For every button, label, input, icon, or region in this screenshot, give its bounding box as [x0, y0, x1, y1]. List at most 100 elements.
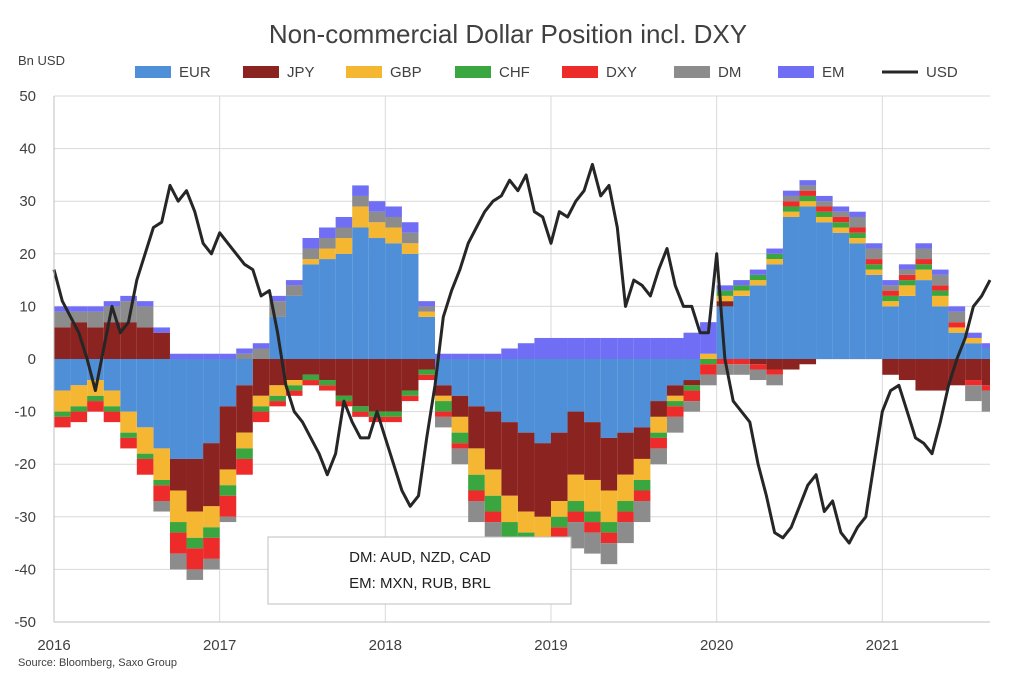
bar-jpy	[252, 359, 270, 396]
bar-gbp	[186, 511, 204, 538]
bar-gbp	[550, 501, 568, 517]
bar-jpy	[617, 432, 634, 475]
bar-dm	[70, 311, 88, 323]
legend-item-gbp: GBP	[346, 64, 422, 81]
bar-em	[799, 180, 817, 186]
bar-chf	[219, 485, 237, 496]
bar-dxy	[882, 290, 899, 296]
bar-jpy	[352, 359, 369, 407]
bar-jpy	[368, 359, 386, 412]
bar-em	[733, 280, 750, 286]
bar-em	[418, 301, 436, 307]
bar-dm	[385, 216, 402, 228]
bar-dxy	[749, 364, 767, 370]
bar-dm	[136, 306, 154, 328]
bar-chf	[54, 411, 71, 417]
bar-gbp	[965, 337, 982, 344]
bar-eur	[368, 238, 386, 359]
legend-label: EUR	[179, 64, 211, 81]
bar-eur	[799, 206, 817, 359]
bar-chf	[87, 395, 104, 402]
bar-dxy	[302, 380, 320, 386]
legend-label: DXY	[606, 64, 637, 81]
bar-jpy	[650, 401, 667, 417]
bar-gbp	[749, 280, 767, 286]
bar-gbp	[915, 269, 933, 281]
bar-gbp	[136, 427, 154, 454]
bar-chf	[666, 401, 684, 407]
bar-em	[484, 353, 502, 359]
legend-item-chf: CHF	[455, 64, 530, 81]
bar-chf	[186, 537, 204, 549]
bar-dxy	[136, 458, 154, 475]
legend-label: CHF	[499, 64, 530, 81]
annotation-box: DM: AUD, NZD, CAD EM: MXN, RUB, BRL	[267, 536, 572, 605]
bar-dm	[584, 532, 601, 554]
legend-swatch	[562, 66, 598, 78]
bar-chf	[484, 495, 502, 512]
bar-dm	[965, 385, 982, 402]
bar-dxy	[584, 522, 601, 533]
bar-gbp	[418, 311, 436, 317]
bar-jpy	[203, 443, 220, 507]
stacked-areas	[54, 180, 990, 586]
bar-jpy	[401, 359, 419, 391]
bar-gbp	[401, 243, 419, 254]
bar-jpy	[666, 385, 684, 396]
bar-eur	[567, 359, 585, 412]
legend-swatch	[674, 66, 710, 78]
bar-dm	[567, 522, 585, 549]
bar-dm	[716, 364, 734, 375]
bar-dxy	[617, 511, 634, 523]
bar-em	[451, 353, 469, 359]
bar-chf	[733, 285, 750, 291]
bar-dxy	[898, 274, 916, 281]
bar-em	[335, 216, 353, 228]
bar-jpy	[435, 385, 452, 396]
bar-eur	[981, 348, 990, 359]
bar-gbp	[832, 227, 850, 233]
bar-dm	[700, 374, 717, 386]
bar-eur	[484, 359, 502, 412]
bar-eur	[666, 359, 684, 386]
bar-em	[285, 280, 303, 286]
bar-eur	[451, 359, 469, 396]
bar-dxy	[733, 359, 750, 365]
bar-dm	[865, 248, 883, 260]
bar-eur	[219, 359, 237, 407]
bar-dm	[600, 543, 618, 565]
bar-em	[136, 301, 154, 307]
bar-dm	[981, 390, 990, 412]
legend-item-em: EM	[778, 64, 845, 81]
bar-jpy	[749, 359, 767, 365]
bar-dm	[335, 227, 353, 239]
bar-eur	[849, 243, 866, 359]
bar-jpy	[54, 327, 71, 359]
bar-em	[782, 190, 800, 196]
y-tick-label: 40	[19, 141, 36, 158]
bar-gbp	[252, 395, 270, 407]
usd-line	[52, 162, 992, 545]
y-tick-label: 50	[19, 88, 36, 105]
bar-dm	[898, 269, 916, 275]
bar-chf	[252, 406, 270, 412]
bar-eur	[965, 343, 982, 359]
bar-gbp	[451, 416, 469, 433]
usd-line-group	[52, 162, 992, 545]
bar-chf	[269, 395, 286, 402]
bar-eur	[335, 253, 353, 359]
bar-em	[401, 222, 419, 233]
bar-gbp	[534, 516, 551, 538]
bar-dxy	[451, 443, 469, 449]
bar-chf	[932, 290, 949, 296]
source-note: Source: Bloomberg, Saxo Group	[18, 657, 177, 669]
bar-dxy	[683, 390, 701, 402]
annotation-border	[267, 536, 572, 605]
bar-chf	[169, 522, 187, 533]
bar-em	[153, 327, 170, 333]
bar-chf	[302, 374, 320, 381]
bar-chf	[435, 401, 452, 412]
bar-gbp	[898, 285, 916, 296]
bar-jpy	[898, 359, 916, 381]
bar-dxy	[965, 380, 982, 386]
